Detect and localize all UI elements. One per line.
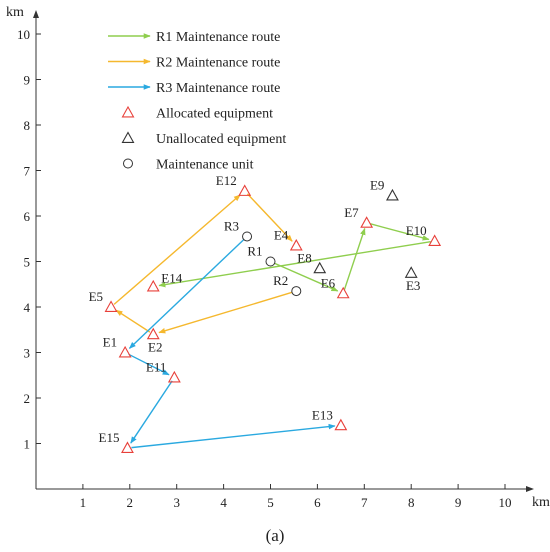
figure-caption: (a) <box>266 526 285 545</box>
legend-entry: R2 Maintenance route <box>108 56 280 71</box>
route-segment <box>128 353 170 376</box>
point-label: E8 <box>297 250 311 265</box>
x-tick-label: 8 <box>408 495 415 510</box>
legend-label: R3 Maintenance route <box>156 81 280 96</box>
maintenance-unit-marker <box>242 231 253 242</box>
allocated-equipment-marker <box>428 234 442 246</box>
route-segment <box>131 423 336 449</box>
legend-label: Unallocated equipment <box>156 132 286 147</box>
allocated-equipment-marker <box>238 184 252 196</box>
point-label: E4 <box>274 228 289 243</box>
point-label: E14 <box>161 271 182 286</box>
route-segment <box>128 238 245 349</box>
point-label: E6 <box>321 275 336 290</box>
markers: R1 R2 R3 E1 E2 E3 E4 E5 E6 E7 E8 E9 E10 E11 E12 E13 E14 E… <box>89 173 442 454</box>
x-tick-label: 1 <box>80 495 87 510</box>
x-tick-label: 10 <box>499 495 512 510</box>
route-r1 <box>158 223 431 292</box>
route-segment <box>246 193 293 242</box>
legend-triangle-swatch <box>121 105 135 118</box>
legend-label: Maintenance unit <box>156 158 254 173</box>
legend-entry: Unallocated equipment <box>121 131 286 147</box>
point-label: E9 <box>370 178 384 193</box>
maintenance-unit-marker <box>265 256 276 267</box>
allocated-equipment-marker <box>336 286 350 299</box>
allocated-equipment-marker <box>167 370 181 383</box>
route-segment <box>113 194 241 305</box>
unallocated-equipment-marker <box>404 266 418 278</box>
route-segment <box>273 262 339 292</box>
legend-entry: R3 Maintenance route <box>108 81 280 96</box>
route-segment <box>343 227 366 290</box>
y-tick-label: 10 <box>17 27 30 42</box>
legend: R1 Maintenance route R2 Maintenance route… <box>108 30 286 173</box>
route-r2 <box>113 193 293 334</box>
allocated-equipment-marker <box>146 327 160 340</box>
route-segment <box>115 309 151 333</box>
maintenance-unit-marker <box>291 286 302 297</box>
point-label: R3 <box>224 218 239 233</box>
point-label: R2 <box>273 273 288 288</box>
point-label: E2 <box>148 339 162 354</box>
x-tick-label: 7 <box>361 495 368 510</box>
route-segment <box>130 380 173 444</box>
point-label: R1 <box>247 244 262 259</box>
x-axis-label: km <box>532 495 550 510</box>
y-tick-label: 6 <box>24 209 31 224</box>
route-r3 <box>128 238 336 449</box>
x-tick-label: 9 <box>455 495 462 510</box>
y-tick-label: 1 <box>24 437 31 452</box>
allocated-equipment-marker <box>289 238 303 251</box>
point-label: E7 <box>344 205 359 220</box>
point-label: E12 <box>216 173 237 188</box>
point-label: E13 <box>312 407 333 422</box>
point-label: E5 <box>89 289 103 304</box>
x-tick-label: 6 <box>314 495 321 510</box>
y-tick-label: 5 <box>24 255 31 270</box>
x-axis-arrowhead <box>526 486 534 492</box>
point-label: E10 <box>406 223 427 238</box>
point-label: E1 <box>103 335 117 350</box>
point-label: E3 <box>406 278 420 293</box>
legend-label: Allocated equipment <box>156 107 273 122</box>
route-segment <box>370 223 430 241</box>
legend-entry: R1 Maintenance route <box>108 30 280 45</box>
allocated-equipment-marker <box>360 216 374 228</box>
point-label: E11 <box>146 360 166 375</box>
legend-triangle-swatch <box>121 131 135 143</box>
y-tick-label: 7 <box>24 164 31 179</box>
y-tick-label: 9 <box>24 73 31 88</box>
legend-label: R1 Maintenance route <box>156 30 280 45</box>
route-segment <box>158 291 293 334</box>
x-tick-label: 4 <box>220 495 227 510</box>
allocated-equipment-marker <box>146 279 160 292</box>
x-tick-label: 3 <box>173 495 180 510</box>
routes <box>113 193 431 449</box>
y-axis-arrowhead <box>33 10 39 18</box>
point-label: E15 <box>99 430 120 445</box>
allocated-equipment-marker <box>121 441 134 454</box>
legend-label: R2 Maintenance route <box>156 56 280 71</box>
allocated-equipment-marker <box>334 418 348 431</box>
y-axis-label: km <box>6 5 24 20</box>
unallocated-equipment-marker <box>386 188 399 201</box>
x-tick-label: 5 <box>267 495 274 510</box>
y-tick-label: 8 <box>24 118 31 133</box>
y-tick-label: 3 <box>24 346 31 361</box>
allocated-equipment-marker <box>104 300 118 312</box>
x-tick-label: 2 <box>127 495 134 510</box>
legend-circle-swatch <box>123 158 133 169</box>
legend-entry: Maintenance unit <box>123 158 254 173</box>
axes: 1 2 3 4 5 6 7 8 9 10 1 2 3 4 5 6 7 8 9 10 km km <box>6 5 550 510</box>
route-segment <box>158 240 431 288</box>
allocated-equipment-marker <box>118 345 132 358</box>
y-tick-label: 4 <box>24 300 31 315</box>
unallocated-equipment-marker <box>313 261 327 274</box>
legend-entry: Allocated equipment <box>121 105 273 122</box>
y-tick-label: 2 <box>24 391 31 406</box>
